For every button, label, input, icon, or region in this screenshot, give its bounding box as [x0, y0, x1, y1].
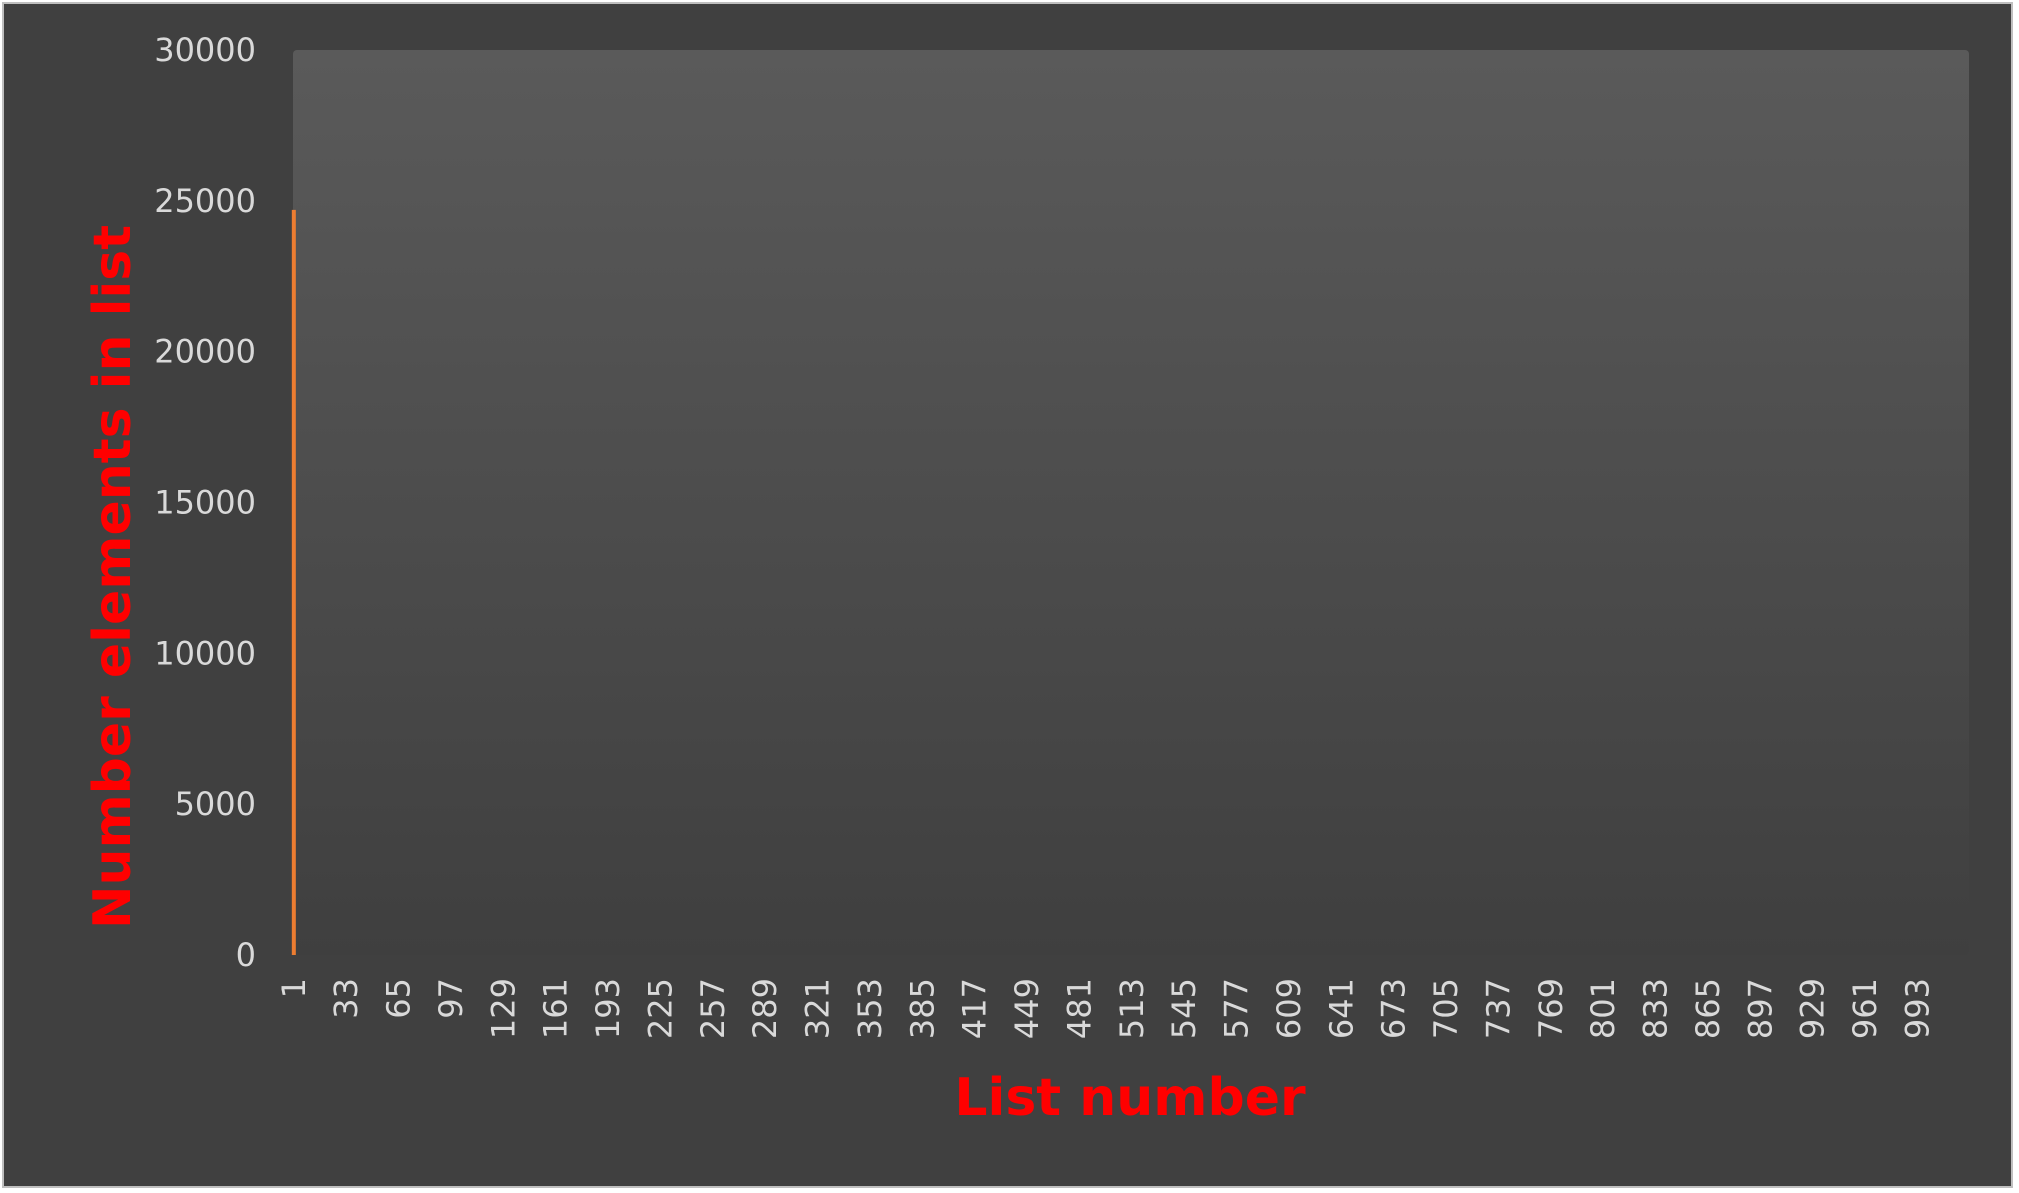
x-tick-label: 1	[275, 978, 313, 998]
x-tick-label: 929	[1794, 978, 1832, 1039]
x-tick-label: 577	[1218, 978, 1256, 1039]
x-tick-label: 801	[1584, 978, 1622, 1039]
x-tick-label: 705	[1427, 978, 1465, 1039]
x-tick-label: 257	[694, 978, 732, 1039]
x-tick-label: 321	[799, 978, 837, 1039]
x-tick-label: 513	[1113, 978, 1151, 1039]
x-tick-label: 737	[1479, 978, 1517, 1039]
y-tick-label: 30000	[154, 31, 256, 69]
y-tick-label: 15000	[154, 484, 256, 522]
x-tick-label: 641	[1322, 978, 1360, 1039]
x-tick-label: 961	[1846, 978, 1884, 1039]
x-tick-label: 993	[1898, 978, 1936, 1039]
x-tick-label: 545	[1165, 978, 1203, 1039]
y-axis-title: Number elements in list	[83, 225, 143, 929]
x-tick-label: 449	[1008, 978, 1046, 1039]
x-tick-label: 769	[1532, 978, 1570, 1039]
y-tick-label: 10000	[154, 634, 256, 672]
y-tick-label: 25000	[154, 182, 256, 220]
x-tick-label: 609	[1270, 978, 1308, 1039]
x-tick-label: 129	[484, 978, 522, 1039]
y-tick-label: 0	[236, 936, 256, 974]
x-tick-label: 161	[537, 978, 575, 1039]
x-tick-label: 65	[380, 978, 418, 1019]
x-tick-label: 481	[1060, 978, 1098, 1039]
x-tick-label: 97	[432, 978, 470, 1019]
x-tick-label: 897	[1741, 978, 1779, 1039]
x-tick-label: 385	[903, 978, 941, 1039]
y-tick-label: 20000	[154, 333, 256, 371]
x-tick-label: 353	[851, 978, 889, 1039]
bars-group	[291, 209, 296, 956]
x-tick-labels: 1 33 65 97 129 161 193 225 257 289 321 353 385 417 449…	[275, 978, 1937, 1039]
y-tick-labels: 0 5000 10000 15000 20000 25000 30000	[154, 31, 256, 974]
x-axis-title: List number	[954, 1068, 1306, 1128]
x-tick-label: 833	[1637, 978, 1675, 1039]
x-tick-label: 417	[956, 978, 994, 1039]
plot-area	[293, 50, 1969, 955]
x-tick-label: 289	[746, 978, 784, 1039]
x-tick-label: 865	[1689, 978, 1727, 1039]
x-tick-label: 225	[641, 978, 679, 1039]
x-tick-label: 673	[1375, 978, 1413, 1039]
y-tick-label: 5000	[175, 785, 256, 823]
x-tick-label: 33	[327, 978, 365, 1019]
x-tick-label: 193	[589, 978, 627, 1039]
bar	[291, 209, 296, 956]
